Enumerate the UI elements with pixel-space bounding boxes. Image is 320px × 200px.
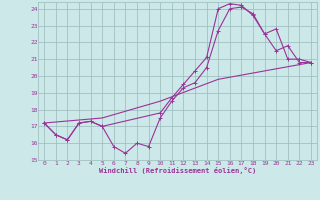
X-axis label: Windchill (Refroidissement éolien,°C): Windchill (Refroidissement éolien,°C) xyxy=(99,167,256,174)
